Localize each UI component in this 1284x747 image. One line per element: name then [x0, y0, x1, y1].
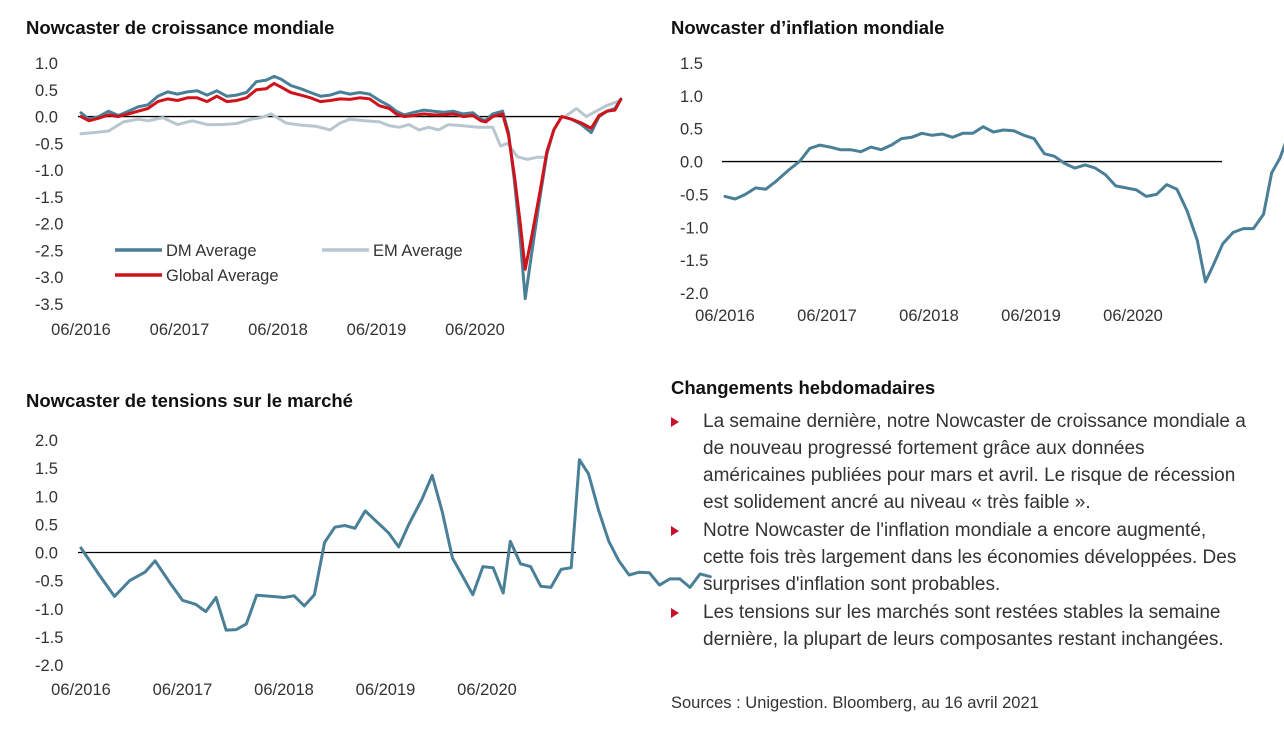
x-tick-label: 06/2019: [1001, 307, 1061, 325]
x-tick-label: 06/2019: [347, 321, 407, 339]
chart-title-growth: Nowcaster de croissance mondiale: [26, 17, 335, 38]
y-tick-label: -1.5: [35, 189, 63, 207]
y-tick-label: 0.0: [35, 109, 58, 127]
y-tick-label: 0.5: [680, 121, 703, 139]
y-tick-label: -0.5: [680, 186, 708, 204]
bullet-item: Les tensions sur les marchés sont restée…: [670, 599, 1250, 653]
x-tick-label: 06/2016: [695, 307, 755, 325]
x-tick-label: 06/2019: [356, 681, 416, 699]
sources-note: Sources : Unigestion. Bloomberg, au 16 a…: [671, 694, 1039, 712]
y-tick-label: 1.0: [35, 488, 58, 506]
chart-title-inflation: Nowcaster d’inflation mondiale: [671, 17, 945, 38]
y-tick-label: -3.0: [35, 269, 63, 287]
y-tick-label: 0.0: [35, 545, 58, 563]
bullet-text: Notre Nowcaster de l'inflation mondiale …: [703, 520, 1237, 595]
x-tick-label: 06/2020: [1103, 307, 1163, 325]
y-tick-label: -1.0: [35, 162, 63, 180]
x-tick-label: 06/2016: [51, 681, 111, 699]
bullet-item: La semaine dernière, notre Nowcaster de …: [670, 408, 1250, 516]
y-tick-label: -1.5: [35, 629, 63, 647]
y-tick-label: 0.0: [680, 154, 703, 172]
x-tick-label: 06/2018: [899, 307, 959, 325]
bullet-arrow-icon: [671, 417, 679, 427]
x-tick-label: 06/2020: [445, 321, 505, 339]
y-tick-label: -1.0: [680, 219, 708, 237]
y-tick-label: -2.0: [35, 216, 63, 234]
weekly-changes-list: La semaine dernière, notre Nowcaster de …: [670, 408, 1250, 654]
y-tick-label: -1.5: [680, 252, 708, 270]
x-tick-label: 06/2018: [248, 321, 308, 339]
y-tick-label: -0.5: [35, 573, 63, 591]
em-average-suite-line: [565, 99, 623, 119]
y-tick-label: 1.5: [680, 55, 703, 73]
y-tick-label: 1.5: [35, 460, 58, 478]
x-tick-label: 06/2017: [153, 681, 213, 699]
bullet-text: Les tensions sur les marchés sont restée…: [703, 602, 1224, 650]
y-tick-label: 0.5: [35, 82, 58, 100]
y-tick-label: -2.5: [35, 242, 63, 260]
y-tick-label: 1.0: [35, 55, 58, 73]
market-stress-chart: 2.0 1.5 1.0 0.5 0.0 -0.5 -1.0 -1.5 -2.0 06/2016 06…: [35, 432, 712, 699]
y-tick-label: 1.0: [680, 88, 703, 106]
x-tick-label: 06/2016: [51, 321, 111, 339]
y-tick-label: -2.0: [35, 657, 63, 675]
x-tick-label: 06/2017: [797, 307, 857, 325]
bullet-text: La semaine dernière, notre Nowcaster de …: [703, 411, 1246, 513]
text-panel-title: Changements hebdomadaires: [671, 377, 936, 398]
bullet-arrow-icon: [671, 608, 679, 618]
bullet-arrow-icon: [671, 526, 679, 536]
em-average-line: [79, 112, 546, 161]
y-tick-label: -3.5: [35, 296, 63, 314]
series-line: [723, 125, 1284, 284]
bullet-item: Notre Nowcaster de l'inflation mondiale …: [670, 517, 1250, 598]
series-line: [79, 458, 712, 632]
y-tick-label: -2.0: [680, 285, 708, 303]
x-tick-label: 06/2020: [457, 681, 517, 699]
legend-label: DM Average: [166, 242, 257, 260]
growth-chart: 1.0 0.5 0.0 -0.5 -1.0 -1.5 -2.0 -2.5 -3.0 -3.5 06/…: [35, 55, 623, 339]
legend-label: Global Average: [166, 267, 279, 285]
legend-label: EM Average: [373, 242, 463, 260]
global-average-line: [79, 81, 623, 271]
x-tick-label: 06/2018: [254, 681, 314, 699]
y-tick-label: -1.0: [35, 601, 63, 619]
x-tick-label: 06/2017: [150, 321, 210, 339]
y-tick-label: 2.0: [35, 432, 58, 450]
inflation-chart: 1.5 1.0 0.5 0.0 -0.5 -1.0 -1.5 -2.0 06/2016 06/20…: [680, 55, 1284, 325]
y-tick-label: -0.5: [35, 135, 63, 153]
chart-title-market-stress: Nowcaster de tensions sur le marché: [26, 390, 353, 411]
y-tick-label: 0.5: [35, 516, 58, 534]
